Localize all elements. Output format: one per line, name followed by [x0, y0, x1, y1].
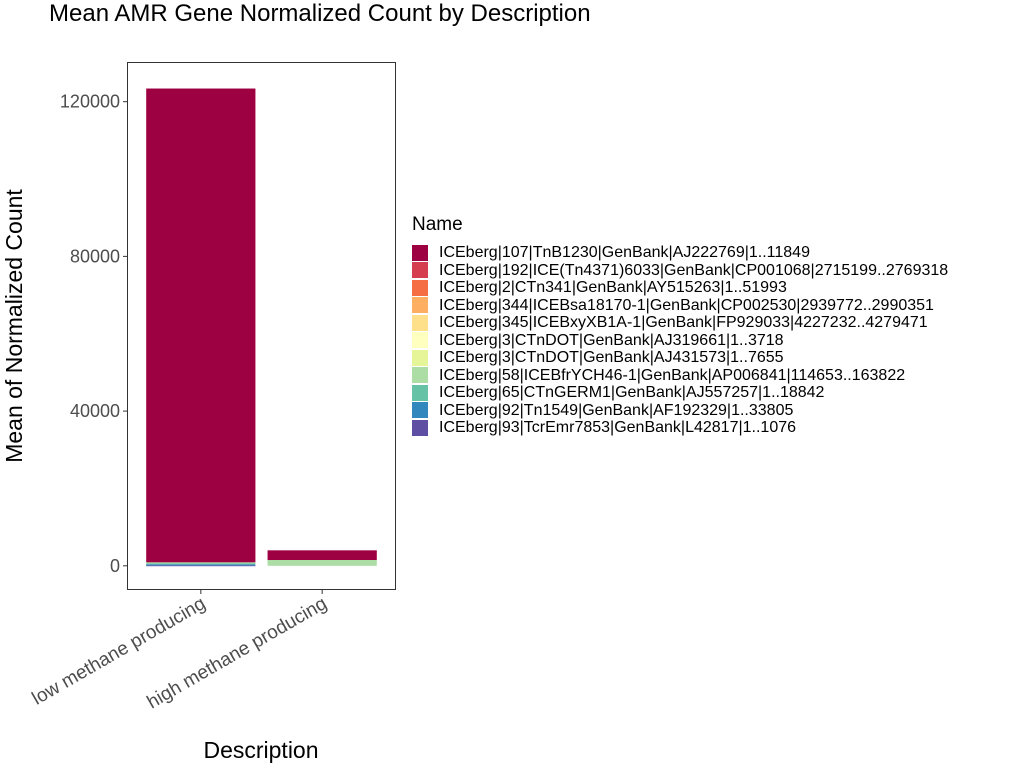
legend-item: ICEberg|58|ICEBfrYCH46-1|GenBank|AP00684…: [412, 367, 948, 385]
x-axis-title: Description: [203, 737, 318, 763]
legend-swatch: [412, 279, 428, 296]
legend-swatch: [412, 384, 428, 401]
legend-item: ICEberg|344|ICEBsa18170-1|GenBank|CP0025…: [412, 297, 948, 315]
legend-label: ICEberg|3|CTnDOT|GenBank|AJ319661|1..371…: [439, 331, 784, 349]
bar-segment: [146, 565, 256, 567]
y-tick-label: 0: [110, 556, 120, 576]
legend-title: Name: [412, 214, 463, 235]
legend-swatch: [412, 314, 428, 331]
legend-label: ICEberg|192|ICE(Tn4371)6033|GenBank|CP00…: [439, 261, 949, 279]
legend-swatch: [412, 419, 428, 436]
legend-swatch: [412, 297, 428, 314]
legend-label: ICEberg|107|TnB1230|GenBank|AJ222769|1..…: [439, 244, 810, 262]
y-tick-label: 120000: [60, 92, 120, 112]
legend-item: ICEberg|107|TnB1230|GenBank|AJ222769|1..…: [412, 244, 948, 262]
bar-segment: [146, 564, 256, 566]
bar-segment: [267, 550, 377, 560]
bars-group: [146, 88, 377, 567]
y-tick-label: 40000: [70, 401, 120, 421]
legend-label: ICEberg|58|ICEBfrYCH46-1|GenBank|AP00684…: [439, 366, 906, 384]
legend-swatch: [412, 262, 428, 279]
legend-label: ICEberg|93|TcrEmr7853|GenBank|L42817|1..…: [439, 419, 797, 437]
legend-label: ICEberg|345|ICEBxyXB1A-1|GenBank|FP92903…: [439, 314, 928, 332]
y-axis: 0 40000 80000 120000: [60, 92, 128, 576]
bar-segment: [146, 562, 256, 564]
legend-item: ICEberg|3|CTnDOT|GenBank|AJ431573|1..765…: [412, 349, 948, 367]
legend-item: ICEberg|65|CTnGERM1|GenBank|AJ557257|1..…: [412, 384, 948, 402]
legend-swatch: [412, 332, 428, 349]
legend-swatch: [412, 349, 428, 366]
legend-label: ICEberg|344|ICEBsa18170-1|GenBank|CP0025…: [439, 296, 934, 314]
legend-swatch: [412, 402, 428, 419]
chart-title: Mean AMR Gene Normalized Count by Descri…: [49, 0, 591, 27]
legend-label: ICEberg|3|CTnDOT|GenBank|AJ431573|1..765…: [439, 349, 784, 367]
legend-item: ICEberg|192|ICE(Tn4371)6033|GenBank|CP00…: [412, 262, 948, 280]
legend-label: ICEberg|65|CTnGERM1|GenBank|AJ557257|1..…: [439, 384, 825, 402]
legend-label: ICEberg|92|Tn1549|GenBank|AF192329|1..33…: [439, 401, 794, 419]
legend-item: ICEberg|92|Tn1549|GenBank|AF192329|1..33…: [412, 402, 948, 420]
bar-segment: [146, 563, 256, 565]
bar-segment: [146, 88, 256, 563]
y-axis-title: Mean of Normalized Count: [1, 189, 27, 463]
legend-label: ICEberg|2|CTn341|GenBank|AY515263|1..519…: [439, 279, 787, 297]
legend-item: ICEberg|2|CTn341|GenBank|AY515263|1..519…: [412, 279, 948, 297]
legend-item: ICEberg|93|TcrEmr7853|GenBank|L42817|1..…: [412, 419, 948, 437]
legend-item: ICEberg|3|CTnDOT|GenBank|AJ319661|1..371…: [412, 332, 948, 350]
y-tick-label: 80000: [70, 246, 120, 266]
legend-swatch: [412, 244, 428, 261]
legend: Name ICEberg|107|TnB1230|GenBank|AJ22276…: [412, 214, 948, 437]
legend-items: ICEberg|107|TnB1230|GenBank|AJ222769|1..…: [412, 244, 948, 437]
bar-segment: [267, 559, 377, 566]
legend-item: ICEberg|345|ICEBxyXB1A-1|GenBank|FP92903…: [412, 314, 948, 332]
legend-swatch: [412, 367, 428, 384]
